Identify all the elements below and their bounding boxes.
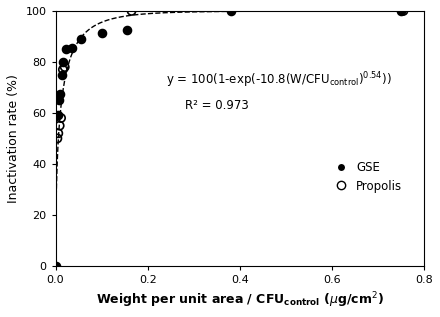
GSE [227,9,234,14]
GSE [77,36,84,42]
GSE [54,113,61,118]
GSE [98,30,105,35]
Y-axis label: Inactivation rate (%): Inactivation rate (%) [7,74,20,203]
GSE [59,59,66,64]
Propolis [56,123,63,128]
GSE [57,91,64,96]
GSE [56,98,63,103]
Propolis [128,9,135,14]
Text: R² = 0.973: R² = 0.973 [184,99,248,112]
Propolis [55,131,62,136]
GSE [52,263,59,268]
Propolis [58,115,65,120]
Propolis [61,64,68,69]
Text: y = 100(1-exp(-10.8(W/CFU$_\mathregular{control}$$)^{0.54}$)): y = 100(1-exp(-10.8(W/CFU$_\mathregular{… [166,70,392,90]
Propolis [59,67,66,72]
Propolis [400,9,407,14]
GSE [68,45,75,50]
Propolis [54,136,61,141]
GSE [58,72,65,77]
GSE [124,28,131,33]
Legend: GSE, Propolis: GSE, Propolis [324,156,407,197]
GSE [398,9,405,14]
X-axis label: Weight per unit area / CFU$_\mathregular{control}$ ($\mu$g/cm$^2$): Weight per unit area / CFU$_\mathregular… [96,290,384,310]
GSE [62,47,69,52]
